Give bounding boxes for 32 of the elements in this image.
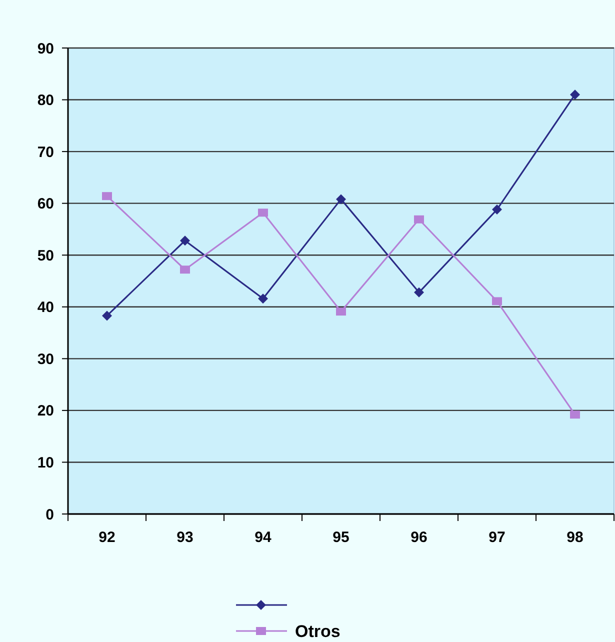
point (570, 90, 580, 100)
point (258, 294, 268, 304)
y-tick-label: 10 (37, 454, 54, 472)
point (570, 410, 580, 419)
x-tick-label: 96 (410, 529, 428, 546)
point (492, 297, 502, 306)
x-tick-label: 98 (566, 529, 584, 546)
y-tick-label: 60 (37, 196, 54, 213)
point (180, 236, 190, 246)
point (102, 310, 112, 321)
point (258, 208, 268, 217)
y-tick-label: 90 (37, 40, 54, 58)
y-tick-label: 0 (46, 506, 54, 524)
point (102, 192, 112, 200)
y-tick-label: 20 (37, 402, 54, 420)
point (336, 308, 346, 316)
y-tick-label: 30 (37, 350, 54, 368)
point (180, 266, 190, 274)
x-tick-label: 94 (254, 529, 272, 546)
point (414, 215, 424, 224)
x-tick-label: 95 (332, 529, 350, 546)
x-tick-label: 93 (176, 529, 194, 546)
y-tick-label: 40 (37, 299, 54, 316)
point (336, 194, 346, 204)
point (414, 287, 424, 298)
point (492, 204, 502, 215)
y-tick-label: 80 (37, 92, 54, 110)
x-tick-label: 97 (488, 529, 506, 546)
legend-label: Otros (295, 622, 340, 641)
x-tick-label: 92 (98, 529, 116, 546)
y-tick-label: 50 (37, 247, 54, 264)
y-tick-label: 70 (37, 144, 54, 161)
